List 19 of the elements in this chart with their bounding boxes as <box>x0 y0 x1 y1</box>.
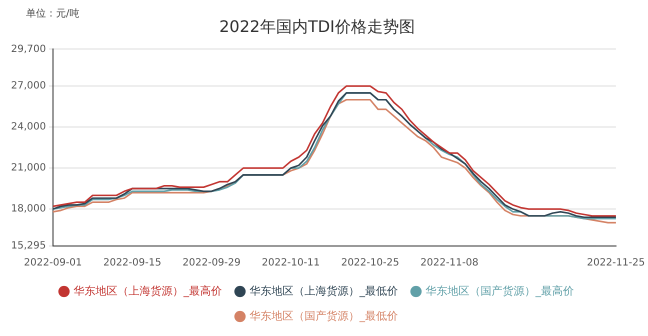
legend-label: 华东地区（上海货源）_最高价 <box>74 284 222 298</box>
x-tick-label: 2022-09-29 <box>182 258 241 269</box>
x-tick-label: 2022-11-25 <box>586 258 646 269</box>
x-tick-label: 2022-09-01 <box>24 258 82 269</box>
y-tick-label: 21,000 <box>10 162 46 174</box>
y-tick-label: 18,000 <box>10 204 46 215</box>
text: 单位：元/吨 <box>26 8 80 20</box>
y-tick-label: 29,700 <box>10 44 46 55</box>
x-tick-label: 2022-09-15 <box>103 258 162 269</box>
x-tick-label: 2022-11-08 <box>420 258 478 269</box>
legend-label: 华东地区（国产货源）_最高价 <box>426 284 574 298</box>
legend-label: 华东地区（国产货源）_最低价 <box>250 309 398 322</box>
y-tick-label: 24,000 <box>10 122 46 133</box>
chart-title: 2022年国内TDI价格走势图 <box>219 16 415 36</box>
legend-label: 华东地区（上海货源）_最低价 <box>250 284 398 298</box>
y-tick-label: 27,000 <box>10 80 46 92</box>
x-tick-label: 2022-10-11 <box>262 258 320 269</box>
y-tick-label: 15,295 <box>10 240 46 252</box>
x-tick-label: 2022-10-25 <box>341 258 400 269</box>
